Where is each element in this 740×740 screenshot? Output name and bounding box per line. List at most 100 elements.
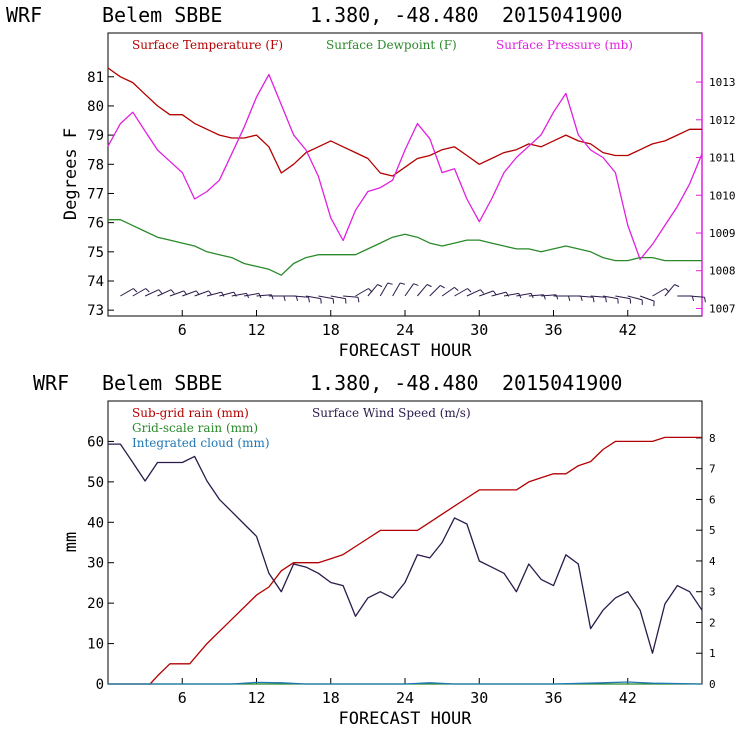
panel2-legend: Sub-grid rain (mm) Surface Wind Speed (m… [132,406,471,450]
wind-barb [293,295,310,303]
y-right-tick-label: 1013 [709,76,736,89]
panel2-coords: 1.380, -48.480 [310,371,479,395]
panel2-station: Belem SBBE [102,371,222,395]
wind-barb [343,295,360,303]
y-left-tick-label: 40 [87,515,104,531]
panel1-plot-frame [107,32,703,317]
wind-barb [367,284,383,297]
wind-barb [206,291,225,297]
panel1-coords: 1.380, -48.480 [310,3,479,27]
wind-barb [454,288,472,297]
series-line-sub-grid-rain-mm [108,436,702,685]
y-right-tick-label: 3 [709,586,716,599]
y-left-tick-label: 77 [87,186,104,202]
y-right-tick-label: 1 [709,647,716,660]
wind-barb [429,284,445,297]
wind-barb [330,295,347,304]
x-tick-label: 24 [396,689,414,707]
y-left-tick-label: 80 [87,99,104,115]
y-left-tick-label: 60 [87,434,104,450]
y-left-tick-label: 76 [87,216,104,232]
y-left-tick-label: 50 [87,475,104,491]
wind-barb [553,295,571,301]
y-left-tick-label: 78 [87,157,104,173]
panel2-xlabel: FORECAST HOUR [338,709,472,729]
x-tick-label: 12 [247,321,265,339]
y-right-tick-label: 1008 [709,265,736,278]
y-right-tick-label: 1010 [709,189,736,202]
wind-barb [144,289,163,297]
y-right-tick-label: 5 [709,524,716,537]
y-left-tick-label: 81 [87,70,104,86]
y-right-tick-label: 1012 [709,114,736,127]
y-right-tick-label: 1011 [709,152,736,165]
x-tick-label: 6 [178,689,187,707]
panel1-ylabel: Degrees F [61,128,81,220]
wind-barb [194,290,212,297]
legend-surface-pressure: Surface Pressure (mb) [496,38,633,52]
y-left-tick-label: 20 [87,596,104,612]
wind-barb [305,295,322,304]
y-right-tick-label: 8 [709,432,716,445]
x-tick-label: 36 [544,321,562,339]
wind-barb [627,295,643,305]
wind-barb [652,288,670,297]
panel1-header: WRF Belem SBBE 1.380, -48.480 2015041900 [6,3,622,27]
panel1-date: 2015041900 [502,3,622,27]
x-tick-label: 18 [322,321,340,339]
y-left-tick-label: 75 [87,245,104,261]
x-tick-label: 18 [322,689,340,707]
legend-integrated-cloud: Integrated cloud (mm) [132,436,270,450]
wind-barb [677,295,695,301]
panel1-wind-barbs [120,282,706,307]
wind-barb [404,283,419,297]
panel1-xlabel: FORECAST HOUR [338,341,472,361]
wind-barb [157,289,175,297]
panel2-series [108,436,703,685]
panel1-model: WRF [6,3,42,27]
x-tick-label: 42 [619,689,637,707]
y-right-tick-label: 7 [709,463,716,476]
wind-barb [590,295,607,303]
wind-barb [466,289,485,297]
wind-barb [615,295,632,304]
series-line-surface-wind-speed-m-s [108,443,703,654]
wind-barb [132,288,150,297]
legend-subgrid-rain: Sub-grid rain (mm) [132,406,249,420]
x-tick-label: 30 [470,321,488,339]
wind-barb [664,284,680,297]
series-line-surface-pressure-mb [107,73,703,261]
x-tick-label: 12 [247,689,265,707]
wind-barb [318,295,335,304]
y-left-tick-label: 0 [96,677,104,693]
panel2-header: WRF Belem SBBE 1.380, -48.480 2015041900 [33,371,622,395]
wind-barb [392,282,406,297]
wind-barb [689,295,706,303]
y-left-tick-label: 10 [87,637,104,653]
wind-barb [268,295,286,301]
x-tick-label: 42 [619,321,637,339]
y-left-tick-label: 30 [87,556,104,572]
wind-barb [256,294,274,300]
wind-barb [578,295,595,303]
legend-surface-temperature: Surface Temperature (F) [132,38,283,52]
panel1-ticks: 6 12 18 24 30 36 42 73 74 75 76 77 78 79 80 81 1007 1008 1… [87,70,735,339]
panel1-station: Belem SBBE [102,3,222,27]
y-right-tick-label: 0 [709,678,716,691]
wind-barb [120,288,138,297]
series-line-surface-temperature-f [107,67,702,177]
y-right-tick-label: 6 [709,493,716,506]
wind-barb [416,284,432,297]
x-tick-label: 36 [544,689,562,707]
legend-grid-scale-rain: Grid-scale rain (mm) [132,421,258,435]
wind-barb [639,295,655,307]
wind-barb [541,294,559,300]
panel2-ylabel: mm [61,532,81,552]
x-tick-label: 6 [178,321,187,339]
legend-surface-dewpoint: Surface Dewpoint (F) [326,38,457,52]
wind-barb [479,290,497,297]
x-tick-label: 30 [470,689,488,707]
y-left-tick-label: 73 [87,303,104,319]
